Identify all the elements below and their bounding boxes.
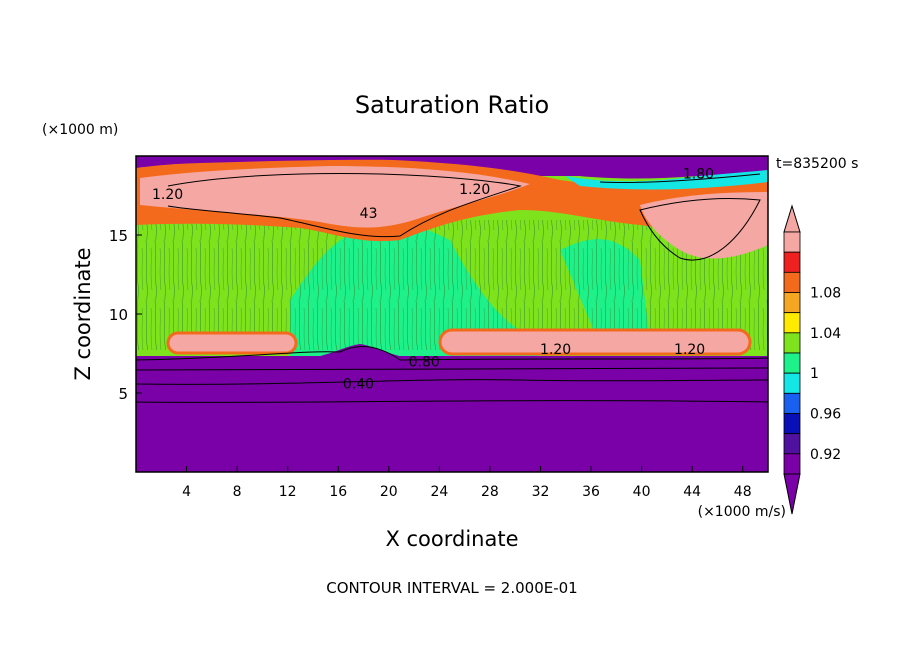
chart-title: Saturation Ratio [355,91,549,119]
field-upper-cloud-right [640,192,768,259]
colorbar-label: 0.96 [810,407,841,423]
y-tick-label: 15 [109,227,128,245]
field-lower-cloud-a [166,331,298,355]
contour-label: 1.20 [459,182,490,198]
y-tick-label: 5 [118,385,128,403]
y-axis-title: Z coordinate [71,247,95,380]
colorbar-top-arrow [783,204,801,233]
colorbar-bin [783,332,801,354]
x-tick-label: 24 [430,484,448,500]
contour-label: 1.20 [152,187,183,203]
field-upper-cloud [140,166,530,228]
contour-label: 1.20 [674,342,705,358]
x-unit-label: (×1000 m/s) [698,504,786,520]
colorbar-bin [783,251,801,273]
x-tick-label: 28 [481,484,499,500]
contour-label: 1.80 [683,166,714,182]
x-tick-label: 40 [633,484,651,500]
time-label: t=835200 s [776,156,858,172]
x-tick-label: 8 [233,484,242,500]
colorbar-label: 1.08 [810,286,841,302]
field-base [136,360,768,472]
contour-label: 0.80 [409,354,440,370]
x-tick-label: 12 [279,484,297,500]
x-axis-ticks: 4 8 12 16 20 24 28 32 36 40 44 48 [182,466,752,500]
colorbar-bin [783,372,801,394]
field-lower-bump [300,344,420,364]
y-unit-label: (×1000 m) [42,122,118,138]
x-tick-label: 32 [532,484,550,500]
colorbar-bin [783,271,801,293]
colorbar-label: 1.04 [810,326,841,342]
colorbar-bin [783,312,801,334]
colorbar-bin [783,413,801,435]
x-tick-label: 48 [734,484,752,500]
x-tick-label: 4 [182,484,191,500]
x-tick-label: 16 [329,484,347,500]
field-top-cap [136,156,768,179]
colorbar-bin [783,231,801,253]
plot-area [136,156,768,472]
field-streaks [136,220,768,350]
colorbar-bin [783,392,801,414]
x-axis-title: X coordinate [385,527,518,551]
colorbar-bin [783,352,801,374]
y-tick-label: 10 [109,306,128,324]
colorbar: 1.08 1.04 1 0.96 0.92 [783,204,841,515]
contour-label: 1.20 [540,342,571,358]
contour-label: 0.40 [343,377,374,393]
contour-label: 43 [360,206,378,222]
x-tick-label: 20 [380,484,398,500]
contour-lines [136,173,768,403]
colorbar-bin [783,433,801,455]
colorbar-bin [783,453,801,475]
colorbar-bottom-arrow [783,473,801,515]
colorbar-bin [783,292,801,314]
field-top-cyan [565,170,768,190]
contour-labels: 1.20 1.20 1.80 1.20 1.20 0.80 0.40 43 [152,166,714,392]
y-axis-ticks: 5 10 15 [109,227,142,403]
colorbar-label: 1 [810,366,819,382]
contour-interval-note: CONTOUR INTERVAL = 2.000E-01 [326,579,577,597]
x-tick-label: 36 [582,484,600,500]
x-tick-label: 44 [683,484,701,500]
colorbar-label: 0.92 [810,447,841,463]
field-lower-cloud-b [438,328,752,356]
